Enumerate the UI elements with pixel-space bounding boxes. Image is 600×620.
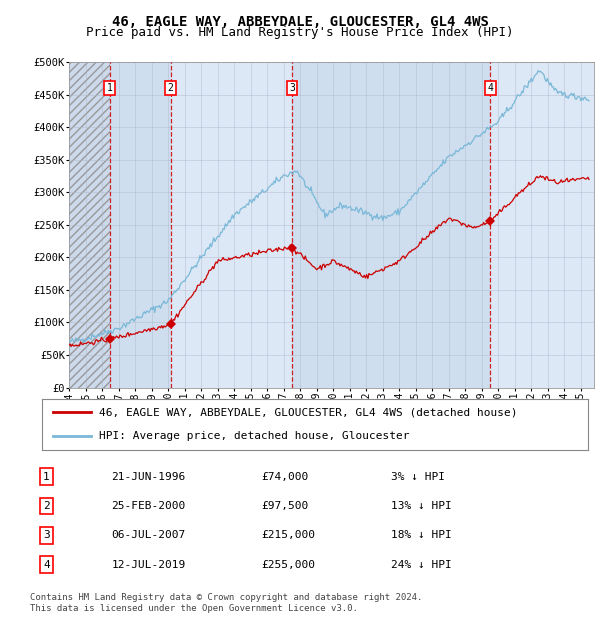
Text: 21-JUN-1996: 21-JUN-1996 — [112, 472, 185, 482]
Text: Contains HM Land Registry data © Crown copyright and database right 2024.
This d: Contains HM Land Registry data © Crown c… — [30, 593, 422, 613]
Text: 18% ↓ HPI: 18% ↓ HPI — [391, 530, 451, 540]
Text: 12-JUL-2019: 12-JUL-2019 — [112, 560, 185, 570]
Text: 3% ↓ HPI: 3% ↓ HPI — [391, 472, 445, 482]
Text: 3: 3 — [43, 530, 50, 540]
Text: 4: 4 — [43, 560, 50, 570]
Bar — [292, 62, 490, 388]
Bar — [110, 62, 170, 388]
Text: 25-FEB-2000: 25-FEB-2000 — [112, 501, 185, 511]
Text: £255,000: £255,000 — [261, 560, 315, 570]
Text: 06-JUL-2007: 06-JUL-2007 — [112, 530, 185, 540]
Text: 46, EAGLE WAY, ABBEYDALE, GLOUCESTER, GL4 4WS (detached house): 46, EAGLE WAY, ABBEYDALE, GLOUCESTER, GL… — [100, 407, 518, 417]
Text: 2: 2 — [167, 83, 173, 93]
Text: £215,000: £215,000 — [261, 530, 315, 540]
Text: HPI: Average price, detached house, Gloucester: HPI: Average price, detached house, Glou… — [100, 431, 410, 441]
Text: 46, EAGLE WAY, ABBEYDALE, GLOUCESTER, GL4 4WS: 46, EAGLE WAY, ABBEYDALE, GLOUCESTER, GL… — [112, 16, 488, 30]
Text: 1: 1 — [107, 83, 113, 93]
Text: 1: 1 — [43, 472, 50, 482]
Text: 24% ↓ HPI: 24% ↓ HPI — [391, 560, 451, 570]
Text: 13% ↓ HPI: 13% ↓ HPI — [391, 501, 451, 511]
Text: 3: 3 — [289, 83, 295, 93]
Bar — [69, 62, 110, 388]
Text: £74,000: £74,000 — [261, 472, 308, 482]
Text: Price paid vs. HM Land Registry's House Price Index (HPI): Price paid vs. HM Land Registry's House … — [86, 26, 514, 39]
Text: £97,500: £97,500 — [261, 501, 308, 511]
Text: 4: 4 — [488, 83, 493, 93]
Text: 2: 2 — [43, 501, 50, 511]
